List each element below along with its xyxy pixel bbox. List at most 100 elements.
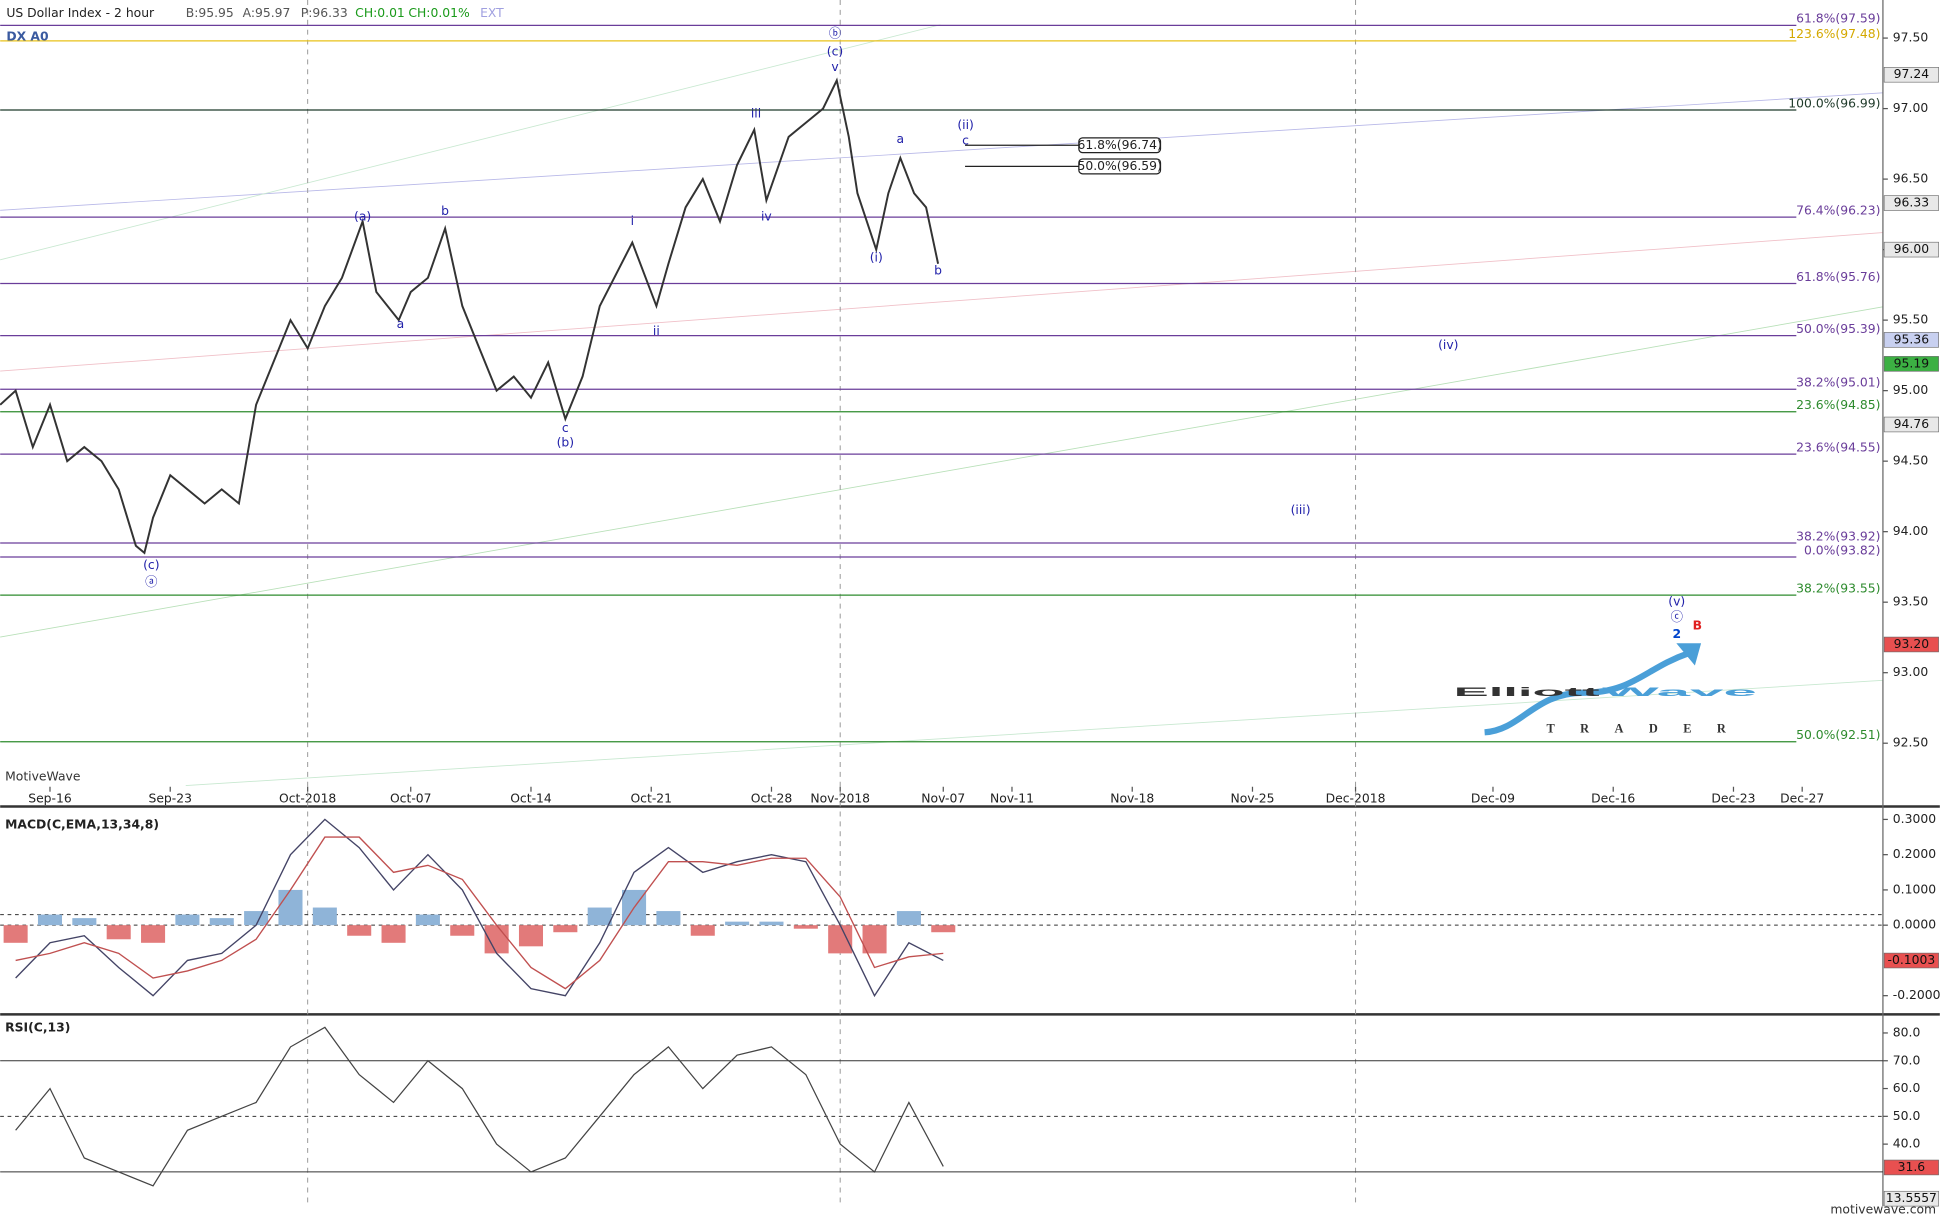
y-tick-label: 70.0 bbox=[1893, 1053, 1921, 1067]
price-marker-label: -0.1003 bbox=[1888, 953, 1936, 967]
wave-label: (a) bbox=[354, 210, 371, 224]
trend-line bbox=[0, 232, 1883, 372]
logo-word: Elliott bbox=[1454, 685, 1600, 699]
y-tick-label: 93.50 bbox=[1893, 595, 1929, 609]
wave-label: c bbox=[562, 421, 569, 435]
fib-label: 23.6%(94.85) bbox=[1796, 398, 1880, 412]
fib-label: 50.0%(92.51) bbox=[1796, 728, 1880, 742]
histogram-bar bbox=[72, 918, 97, 926]
trend-line bbox=[0, 92, 1883, 211]
histogram-bar bbox=[278, 889, 303, 926]
wave-label: (b) bbox=[557, 435, 575, 449]
fib-label: 38.2%(93.55) bbox=[1796, 581, 1880, 595]
price-marker-label: 96.00 bbox=[1894, 242, 1930, 256]
wave-label: (ii) bbox=[957, 118, 974, 132]
y-tick-label: 94.00 bbox=[1893, 524, 1929, 538]
y-tick-label: 95.50 bbox=[1893, 313, 1929, 327]
y-tick-label: 0.3000 bbox=[1893, 812, 1936, 826]
chart-title: US Dollar Index - 2 hour bbox=[6, 6, 155, 20]
histogram-bar bbox=[518, 925, 544, 947]
wave-label: (c) bbox=[827, 45, 843, 59]
x-tick-label: Oct-21 bbox=[630, 792, 672, 806]
y-tick-label: 0.1000 bbox=[1893, 882, 1936, 896]
fib-label: 38.2%(93.92) bbox=[1796, 529, 1880, 543]
wave-label: v bbox=[831, 60, 838, 74]
x-tick-label: Dec-23 bbox=[1711, 792, 1755, 806]
trend-line bbox=[185, 679, 1883, 786]
histogram-bar bbox=[381, 925, 406, 943]
fib-label: 50.0%(95.39) bbox=[1796, 322, 1880, 336]
histogram-bar bbox=[725, 921, 750, 926]
histogram-bar bbox=[828, 925, 853, 954]
price-marker bbox=[1883, 416, 1939, 433]
price-marker-label: 31.6 bbox=[1898, 1160, 1926, 1174]
watermark: MotiveWave bbox=[5, 769, 80, 783]
target-label: 61.8%(96.74) bbox=[1078, 138, 1162, 152]
fib-label: 61.8%(95.76) bbox=[1796, 270, 1880, 284]
price-marker-label: 95.19 bbox=[1894, 356, 1929, 370]
price-marker bbox=[1883, 241, 1939, 258]
wave-label: a bbox=[397, 317, 405, 331]
trend-line bbox=[0, 306, 1884, 638]
price-marker bbox=[1883, 67, 1939, 83]
histogram-bar bbox=[793, 925, 818, 929]
x-tick-label: Dec-16 bbox=[1591, 792, 1635, 806]
logo-swoosh bbox=[1484, 650, 1690, 736]
quote: EXT bbox=[480, 6, 504, 20]
wave-label: iv bbox=[761, 210, 772, 224]
quote: A:95.97 bbox=[243, 6, 291, 20]
histogram-bar bbox=[450, 925, 475, 936]
histogram-bar bbox=[759, 921, 784, 926]
wave-label: B bbox=[1693, 619, 1702, 633]
y-tick-label: 95.00 bbox=[1893, 383, 1929, 397]
histogram-bar bbox=[244, 911, 269, 926]
price-marker bbox=[1883, 1159, 1939, 1176]
wave-label: ⓑ bbox=[829, 26, 841, 40]
wave-label: ⓒ bbox=[1671, 610, 1683, 624]
x-tick-label: Oct-28 bbox=[751, 792, 793, 806]
wave-label: (iv) bbox=[1438, 338, 1458, 352]
x-tick-label: Nov-2018 bbox=[810, 792, 870, 806]
x-tick-label: Nov-07 bbox=[921, 792, 965, 806]
symbol: DX A0 bbox=[6, 30, 49, 44]
price-marker-label: 97.24 bbox=[1894, 67, 1930, 81]
wave-label: ⓐ bbox=[145, 575, 157, 589]
logo-arrow bbox=[1676, 643, 1702, 666]
y-tick-label: -0.2000 bbox=[1893, 988, 1940, 1002]
x-tick-label: Dec-27 bbox=[1780, 792, 1824, 806]
histogram-bar bbox=[209, 918, 234, 926]
histogram-bar bbox=[141, 925, 166, 943]
price-marker bbox=[1883, 1190, 1939, 1207]
wave-label: i bbox=[631, 214, 634, 228]
wave-label: b bbox=[934, 263, 942, 277]
wave-label: a bbox=[897, 132, 905, 146]
fib-label: 23.6%(94.55) bbox=[1796, 440, 1880, 454]
y-tick-label: 97.00 bbox=[1893, 101, 1929, 115]
wave-label: iii bbox=[751, 107, 761, 121]
price-line bbox=[0, 77, 940, 555]
trend-line bbox=[0, 24, 941, 261]
quote: P:96.33 bbox=[301, 6, 348, 20]
logo-word: Wave bbox=[1602, 685, 1757, 699]
histogram-bar bbox=[587, 907, 612, 926]
price-marker-label: 94.76 bbox=[1894, 417, 1930, 431]
histogram-bar bbox=[312, 907, 337, 926]
target-box bbox=[1078, 158, 1162, 175]
y-tick-label: 92.50 bbox=[1893, 736, 1929, 750]
macd-line bbox=[15, 836, 944, 990]
price-marker-label: 93.20 bbox=[1894, 637, 1930, 651]
wave-label: b bbox=[441, 204, 449, 218]
y-tick-label: 40.0 bbox=[1893, 1137, 1921, 1151]
footer: motivewave.com bbox=[1830, 1202, 1936, 1216]
fib-label: 38.2%(95.01) bbox=[1796, 376, 1880, 390]
histogram-bar bbox=[690, 925, 715, 936]
histogram-bar bbox=[415, 914, 440, 926]
wave-label: (v) bbox=[1668, 595, 1685, 609]
x-tick-label: Oct-14 bbox=[510, 792, 552, 806]
price-marker-label: 96.33 bbox=[1894, 196, 1929, 210]
fib-label: 100.0%(96.99) bbox=[1788, 96, 1880, 110]
y-tick-label: 80.0 bbox=[1893, 1025, 1921, 1039]
